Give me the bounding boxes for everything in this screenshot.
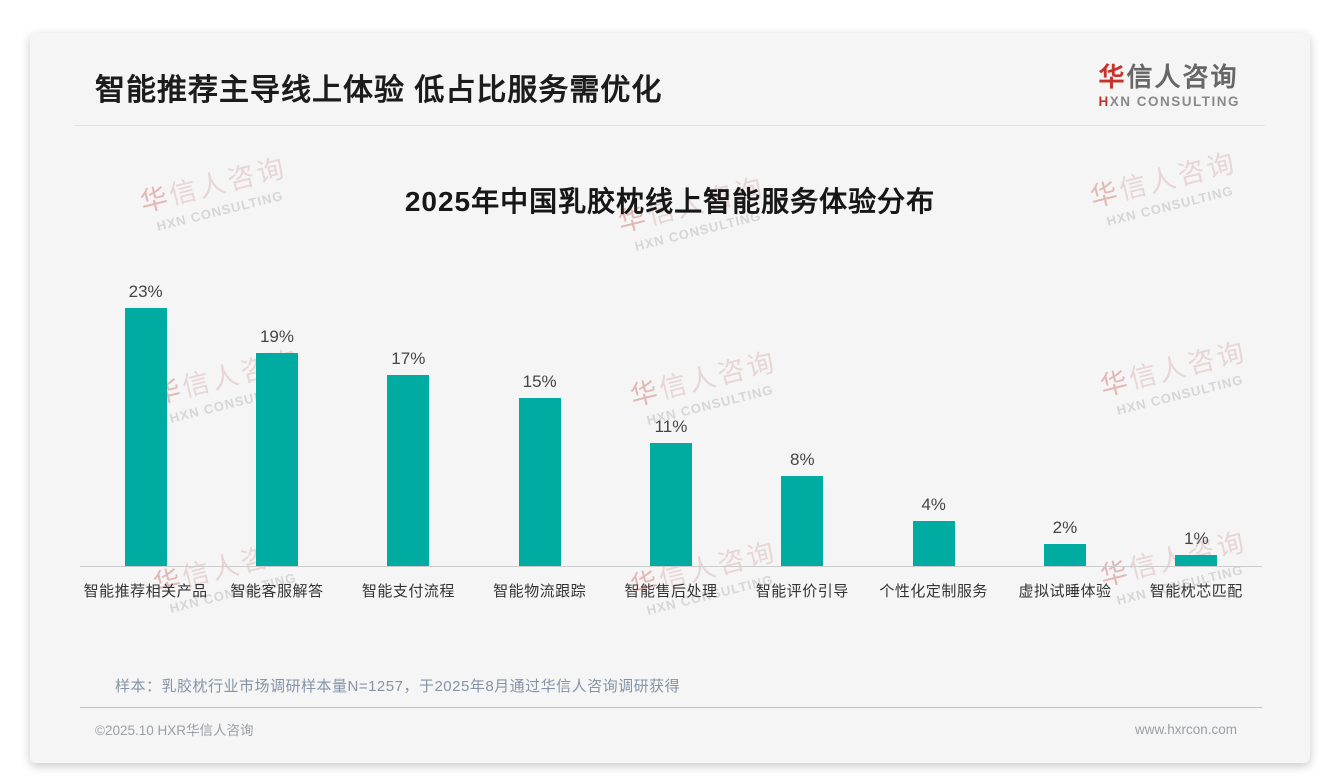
bar-column: 11% xyxy=(605,278,736,567)
bar-column: 17% xyxy=(343,278,474,567)
category-label: 智能售后处理 xyxy=(624,583,718,601)
bar-column: 15% xyxy=(474,278,605,567)
bar xyxy=(518,397,561,567)
logo-en-accent: H xyxy=(1098,93,1110,109)
bar-column: 8% xyxy=(737,278,868,567)
footer-bar: ©2025.10 HXR华信人咨询 www.hxrcon.com xyxy=(80,707,1262,739)
bar-column: 2% xyxy=(999,278,1130,567)
bar xyxy=(1175,555,1218,567)
logo-en-rest: XN CONSULTING xyxy=(1109,93,1240,109)
bar-value-label: 2% xyxy=(1052,517,1078,537)
bar-column: 1% xyxy=(1131,278,1262,567)
bar-chart-plot: 23% 19% 17% 15% 11% 8% 4% 2% 1% xyxy=(80,278,1262,568)
report-footer-area: 样本：乳胶枕行业市场调研样本量N=1257，于2025年8月通过华信人咨询调研获… xyxy=(80,675,1262,739)
bar-value-label: 17% xyxy=(391,349,426,369)
bar xyxy=(649,442,692,567)
logo-chinese-name: 华信人咨询 xyxy=(1099,63,1241,92)
bar-column: 4% xyxy=(868,278,999,567)
category-label: 个性化定制服务 xyxy=(879,583,988,601)
bar-value-label: 15% xyxy=(522,371,557,391)
category-label: 智能物流跟踪 xyxy=(493,583,587,601)
page-title: 智能推荐主导线上体验 低占比服务需优化 xyxy=(95,74,663,108)
bar xyxy=(387,375,430,567)
category-label: 智能推荐相关产品 xyxy=(83,583,208,601)
company-logo: 华信人咨询 HXN CONSULTING xyxy=(1099,63,1241,109)
bar-value-label: 19% xyxy=(259,326,294,346)
bar-value-label: 1% xyxy=(1184,529,1209,549)
logo-english-name: HXN CONSULTING xyxy=(1098,93,1241,110)
category-label: 虚拟试睡体验 xyxy=(1018,583,1112,601)
bar-column: 19% xyxy=(211,278,342,567)
category-label: 智能评价引导 xyxy=(755,583,849,601)
logo-cn-accent: 华 xyxy=(1098,62,1127,92)
bar-chart-category-labels: 智能推荐相关产品 智能客服解答 智能支付流程 智能物流跟踪 智能售后处理 智能评价引导 个性… xyxy=(80,567,1262,601)
bar xyxy=(124,307,167,567)
bar-value-label: 23% xyxy=(128,281,163,301)
category-label: 智能支付流程 xyxy=(361,583,455,601)
chart-section: 2025年中国乳胶枕线上智能服务体验分布 23% 19% 17% 15% 11% 8% 4%… xyxy=(30,180,1310,601)
sample-footnote: 样本：乳胶枕行业市场调研样本量N=1257，于2025年8月通过华信人咨询调研获… xyxy=(115,678,681,695)
bar-value-label: 8% xyxy=(790,450,815,470)
bar-value-label: 4% xyxy=(921,495,946,515)
bar xyxy=(781,476,824,567)
bar-column: 23% xyxy=(80,278,211,567)
copyright-text: ©2025.10 HXR华信人咨询 xyxy=(95,723,254,738)
bar-value-label: 11% xyxy=(654,416,688,436)
website-text: www.hxrcon.com xyxy=(1134,721,1237,737)
category-label: 智能客服解答 xyxy=(230,583,324,601)
bar xyxy=(255,352,298,567)
report-card: 华信人咨询 HXN CONSULTING 华信人咨询 HXN CONSULTING … xyxy=(30,33,1310,763)
bar xyxy=(912,521,955,567)
report-header: 智能推荐主导线上体验 低占比服务需优化 华信人咨询 HXN CONSULTING xyxy=(75,63,1265,127)
chart-title: 2025年中国乳胶枕线上智能服务体验分布 xyxy=(404,186,936,218)
bar xyxy=(1043,543,1086,567)
category-label: 智能枕芯匹配 xyxy=(1149,583,1243,601)
logo-cn-rest: 信人咨询 xyxy=(1126,62,1239,92)
